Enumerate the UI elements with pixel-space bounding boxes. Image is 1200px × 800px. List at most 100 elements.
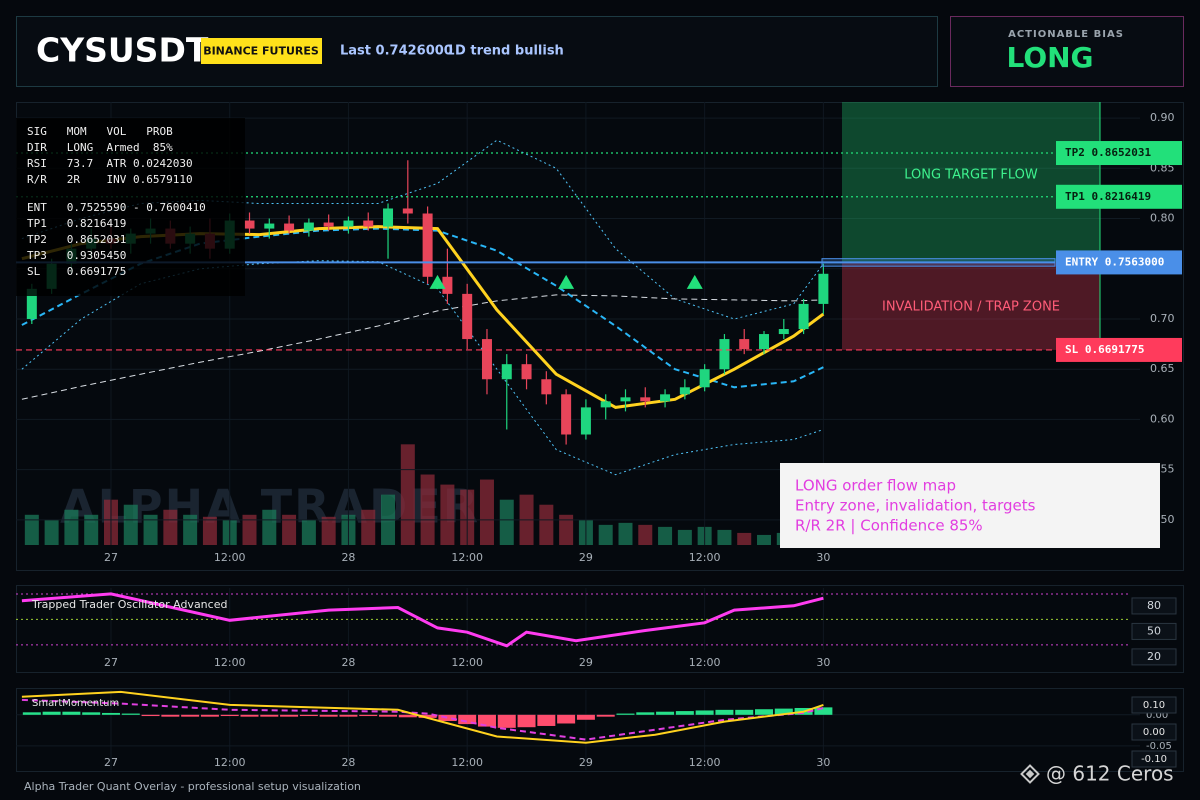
info-row: SIG MOM VOL PROB: [27, 125, 173, 138]
x-tick-label: 30: [816, 551, 830, 564]
scale-label: 0.10: [1143, 700, 1165, 711]
momentum-bar: [675, 711, 694, 715]
x-tick-label: 12:00: [451, 656, 483, 669]
volume-bar: [282, 514, 297, 545]
candle-body: [739, 339, 750, 350]
momentum-bar: [220, 714, 239, 717]
momentum-bar: [280, 714, 299, 717]
x-tick-label: 12:00: [689, 656, 721, 669]
candle-body: [679, 387, 690, 395]
volume-bar: [44, 519, 59, 545]
x-tick-label: 12:00: [214, 551, 246, 564]
momentum-bar: [359, 714, 378, 717]
x-tick-label: 28: [341, 756, 355, 769]
level-label: ENTRY 0.7563000: [1065, 255, 1164, 268]
momentum-bar: [656, 711, 675, 715]
momentum-bar: [42, 711, 61, 715]
volume-bar: [757, 534, 772, 545]
momentum-bar: [477, 714, 496, 727]
volume-bar: [262, 509, 277, 545]
trend: 1D trend bullish: [446, 44, 564, 59]
y-tick-label: 0.00: [1146, 710, 1168, 721]
momentum-bar: [141, 714, 160, 717]
candle-body: [422, 213, 433, 277]
momentum-bar: [695, 710, 714, 715]
volume-bar: [24, 514, 39, 545]
candle-body: [501, 364, 512, 380]
y-tick-label: 0.60: [1150, 412, 1175, 425]
bias-box: [950, 16, 1184, 87]
info-row: RSI 73.7 ATR 0.0242030: [27, 157, 193, 170]
candle-body: [699, 369, 710, 388]
candle-body: [660, 394, 671, 402]
info-row: ENT 0.7525590 - 0.7600410: [27, 201, 206, 214]
last-price: Last 0.7426000: [340, 44, 453, 59]
volume-bar: [183, 514, 198, 545]
y-tick-label: 0.70: [1150, 312, 1175, 325]
momentum-bar: [596, 714, 615, 717]
symbol: CYSUSDT: [36, 31, 209, 70]
scale-box: [1131, 696, 1177, 714]
volume-bar: [202, 516, 217, 545]
candle-body: [778, 329, 789, 335]
indicator-line: [21, 294, 824, 400]
momentum-bar: [200, 714, 219, 717]
scale-label: 0.00: [1143, 727, 1165, 738]
x-tick-label: 27: [104, 656, 118, 669]
scale-box: [1131, 622, 1177, 640]
candle-body: [383, 208, 394, 227]
y-tick-label: 0.90: [1150, 111, 1175, 124]
target-zone-label: LONG TARGET FLOW: [904, 168, 1038, 183]
y-tick-label: -0.05: [1146, 741, 1172, 752]
volume-bar: [658, 526, 673, 545]
trap-zone-label: INVALIDATION / TRAP ZONE: [882, 300, 1060, 315]
x-tick-label: 12:00: [451, 756, 483, 769]
annotation-line: Entry zone, invalidation, targets: [795, 497, 1036, 515]
oscillator-line: [21, 592, 824, 648]
momentum-bar: [774, 708, 793, 715]
momentum-bar: [240, 714, 259, 717]
volume-bar: [163, 509, 178, 545]
candle-body: [620, 397, 631, 402]
candle-body: [600, 401, 611, 408]
y-tick-label: 20: [1147, 650, 1161, 663]
info-row: R/R 2R INV 0.6579110: [27, 173, 193, 186]
volume-bar: [737, 532, 752, 545]
info-row: TP1 0.8216419: [27, 217, 126, 230]
candle-body: [462, 293, 473, 340]
annotation-line: LONG order flow map: [795, 477, 956, 495]
volume-bar: [301, 519, 316, 545]
momentum-bar: [339, 714, 358, 717]
info-row: SL 0.6691775: [27, 265, 126, 278]
candle-body: [343, 220, 354, 227]
candle-body: [759, 334, 770, 350]
momentum-bar: [379, 714, 398, 717]
momentum-bar: [735, 709, 754, 715]
momentum-bar: [62, 711, 81, 715]
level-badge: [1056, 141, 1182, 166]
candle-body: [323, 222, 334, 227]
volume-bar: [64, 509, 79, 545]
signal-marker: [558, 274, 575, 289]
footer: Alpha Trader Quant Overlay - professiona…: [24, 780, 361, 793]
chart-layer: 2712:002812:002912:00300.900.850.800.750…: [16, 102, 1182, 770]
x-tick-label: 27: [104, 756, 118, 769]
momentum-bar: [82, 712, 101, 715]
volume-bar: [361, 509, 376, 545]
exchange-badge: [201, 38, 322, 64]
momentum-bar: [576, 714, 595, 720]
annotation-box: [780, 463, 1160, 548]
candle-body: [640, 397, 651, 402]
bias-value: LONG: [1006, 41, 1093, 74]
momentum-bar: [161, 714, 180, 717]
scale-box: [1131, 723, 1177, 741]
candle-body: [363, 220, 374, 227]
scale-box: [1131, 648, 1177, 666]
info-panel: [16, 118, 245, 296]
scale-box: [1131, 750, 1177, 768]
x-tick-label: 30: [816, 756, 830, 769]
candle-body: [561, 394, 572, 435]
candle-body: [719, 339, 730, 370]
volume-bar: [420, 474, 435, 545]
